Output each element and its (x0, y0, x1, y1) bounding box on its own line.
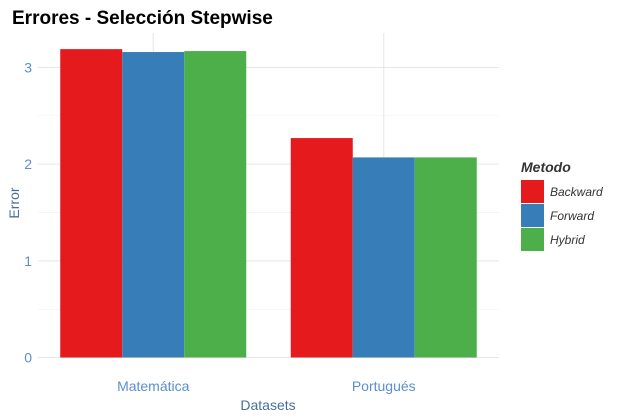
bar-forward (122, 52, 185, 358)
y-tick-label: 1 (24, 253, 32, 269)
legend-title: Metodo (521, 159, 571, 175)
legend: Metodo Backward Forward Hybrid (521, 159, 603, 251)
bar-backward (290, 138, 353, 358)
bar-forward (352, 157, 415, 358)
y-tick-label: 0 (24, 350, 32, 366)
y-axis-ticks: 0 1 2 3 (24, 60, 32, 366)
bar-hybrid (414, 157, 477, 358)
bar-hybrid (184, 51, 247, 358)
bars (60, 49, 477, 358)
legend-swatch (521, 180, 544, 203)
bar-backward (60, 49, 123, 358)
x-axis-title: Datasets (240, 397, 295, 413)
x-tick-label: Portugués (352, 378, 416, 394)
y-tick-label: 2 (24, 156, 32, 172)
x-tick-label: Matemática (117, 378, 190, 394)
legend-swatch (521, 204, 544, 227)
y-axis-title: Error (6, 187, 22, 218)
x-axis-ticks: Matemática Portugués (117, 378, 416, 394)
y-tick-label: 3 (24, 60, 32, 76)
legend-label: Backward (550, 185, 603, 199)
legend-label: Hybrid (550, 233, 585, 247)
legend-label: Forward (550, 209, 594, 223)
legend-swatch (521, 228, 544, 251)
chart-title: Errores - Selección Stepwise (12, 8, 273, 29)
